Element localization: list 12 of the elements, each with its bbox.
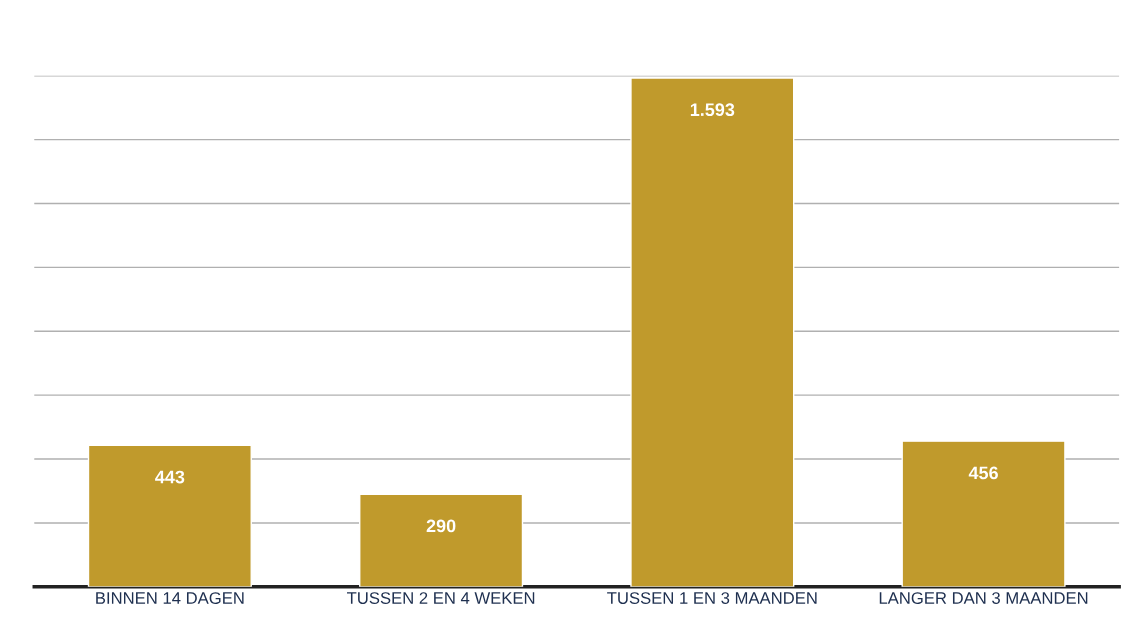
x-tick-label: LANGER DAN 3 MAANDEN bbox=[879, 592, 1088, 604]
bar bbox=[359, 493, 524, 587]
bar bbox=[630, 77, 795, 587]
data-label: 443 bbox=[155, 470, 185, 484]
bar bbox=[901, 440, 1066, 587]
x-tick-label: TUSSEN 2 EN 4 WEKEN bbox=[347, 592, 535, 604]
x-tick-label: BINNEN 14 DAGEN bbox=[96, 592, 244, 604]
x-tick-label: TUSSEN 1 EN 3 MAANDEN bbox=[607, 592, 817, 604]
bar bbox=[87, 444, 252, 587]
data-label: 456 bbox=[968, 466, 998, 480]
data-label: 290 bbox=[426, 519, 456, 533]
data-label: 1.593 bbox=[690, 103, 735, 117]
